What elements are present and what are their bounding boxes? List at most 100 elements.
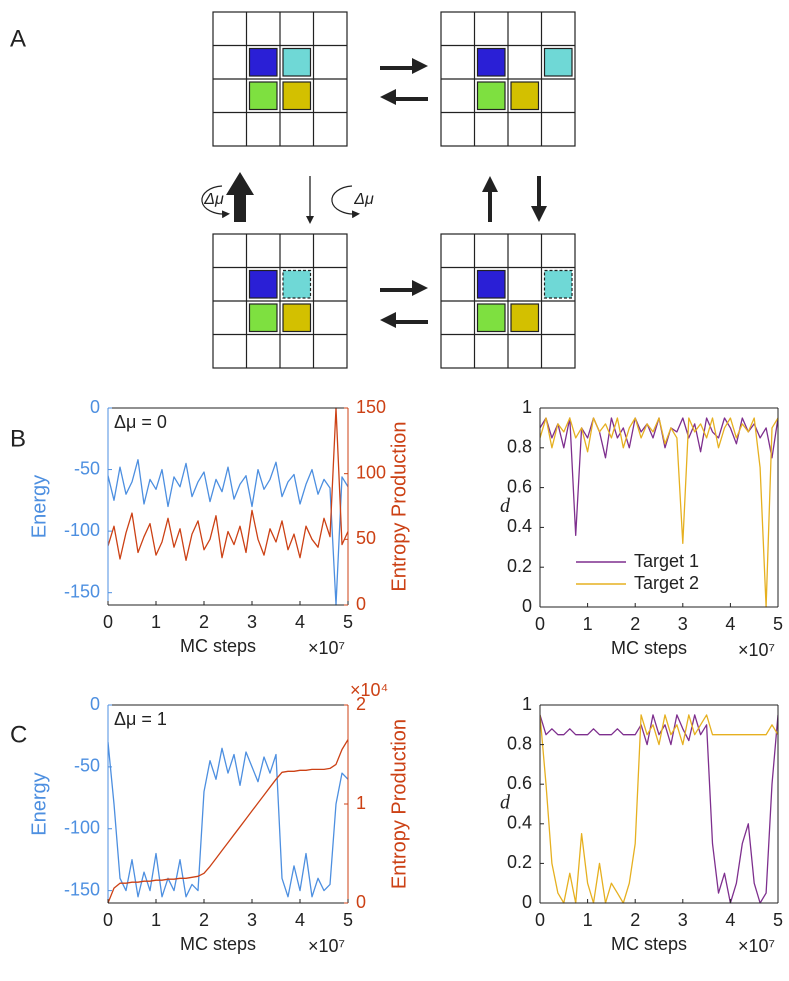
x-axis-label: MC steps [611,934,687,954]
lattice [212,11,348,147]
data-line [540,417,778,608]
particle [476,303,506,333]
y2-tick-label: 0 [356,892,366,912]
chart: 0 1 2 3 4 5 MC steps ×10⁷ -150 -100 -50 0 Energy 0 1 2 E… [28,680,410,956]
annotation-bg [110,707,190,731]
arrow [380,58,428,74]
x-tick-label: 2 [199,612,209,632]
particle [248,47,278,77]
x-tick-label: 1 [583,910,593,930]
panel-label: A [10,25,26,52]
x-tick-label: 5 [773,614,783,634]
chart: 0 1 2 3 4 5 MC steps ×10⁷ 0 0.2 0.4 0.6 0.8 1 d Target … [500,397,783,660]
legend-label: Target 2 [634,573,699,593]
y2-tick-label: 150 [356,397,386,417]
legend-box [568,547,728,599]
y-tick-label: 0 [522,596,532,616]
y2-tick-label: 50 [356,528,376,548]
data-line [540,714,778,904]
x-tick-label: 4 [725,910,735,930]
arrow [380,280,428,296]
y2-axis-label: Entropy Production [388,421,410,591]
plot-area [540,417,778,608]
annotation: Δμ = 0 [114,412,167,432]
particle [282,81,312,111]
x-exponent: ×10⁷ [738,936,775,956]
x-exponent: ×10⁷ [308,638,345,658]
y-tick-label: 0.8 [507,733,532,753]
annotation: Δμ = 1 [114,709,167,729]
x-tick-label: 2 [630,910,640,930]
x-tick-label: 5 [773,910,783,930]
x-tick-label: 0 [535,910,545,930]
chart: 0 1 2 3 4 5 MC steps ×10⁷ -150 -100 -50 0 Energy 0 50 1… [28,397,410,658]
cycle-arrow [201,185,230,219]
annotation-bg [110,410,190,434]
y-tick-label: 0 [90,694,100,714]
data-line [108,459,348,606]
arrow [482,176,498,222]
panel-label: B [10,425,26,452]
x-tick-label: 4 [295,612,305,632]
particle [476,269,506,299]
y-tick-label: -150 [64,581,100,601]
particle [476,81,506,111]
particle [248,303,278,333]
y-tick-label: 0.4 [507,813,532,833]
plot-area [108,407,348,606]
y2-tick-label: 0 [356,594,366,614]
y-tick-label: -50 [74,458,100,478]
y-tick-label: 0 [522,892,532,912]
legend-label: Target 1 [634,551,699,571]
cycle-arrow [331,185,360,219]
y-tick-label: -100 [64,818,100,838]
arrow [531,176,547,222]
x-tick-label: 5 [343,910,353,930]
x-tick-label: 3 [678,910,688,930]
x-tick-label: 5 [343,612,353,632]
particle [282,303,312,333]
particle [543,47,573,77]
x-axis-label: MC steps [180,934,256,954]
panel-label: C [10,721,27,748]
particle [510,81,540,111]
y-tick-label: 0.2 [507,852,532,872]
lattice [212,233,348,369]
y-tick-label: 0.8 [507,437,532,457]
x-tick-label: 3 [247,910,257,930]
lattice [440,233,576,369]
y-axis-label: d [500,495,511,517]
y-axis-label: Energy [28,475,50,538]
y-tick-label: -50 [74,756,100,776]
cycle-label: Δμ [353,191,374,208]
cycle-label: Δμ [203,191,224,208]
y-tick-label: 0.4 [507,516,532,536]
y-tick-label: 1 [522,694,532,714]
x-tick-label: 0 [103,910,113,930]
y-tick-label: 0 [90,397,100,417]
y2-exponent: ×10⁴ [350,680,388,700]
data-line [108,739,348,904]
plot-area [108,739,348,904]
x-tick-label: 3 [678,614,688,634]
data-line [540,714,778,904]
x-axis-label: MC steps [611,638,687,658]
particle [282,47,312,77]
y-tick-label: 0.6 [507,476,532,496]
particle [510,303,540,333]
x-tick-label: 3 [247,612,257,632]
x-tick-label: 2 [199,910,209,930]
arrow [226,172,254,222]
plot-area [540,714,778,904]
x-tick-label: 0 [535,614,545,634]
y-tick-label: 1 [522,397,532,417]
x-tick-label: 4 [295,910,305,930]
particle [248,81,278,111]
data-line [108,407,348,561]
y-tick-label: 0.2 [507,556,532,576]
x-exponent: ×10⁷ [308,936,345,956]
y-tick-label: 0.6 [507,773,532,793]
y2-tick-label: 2 [356,694,366,714]
